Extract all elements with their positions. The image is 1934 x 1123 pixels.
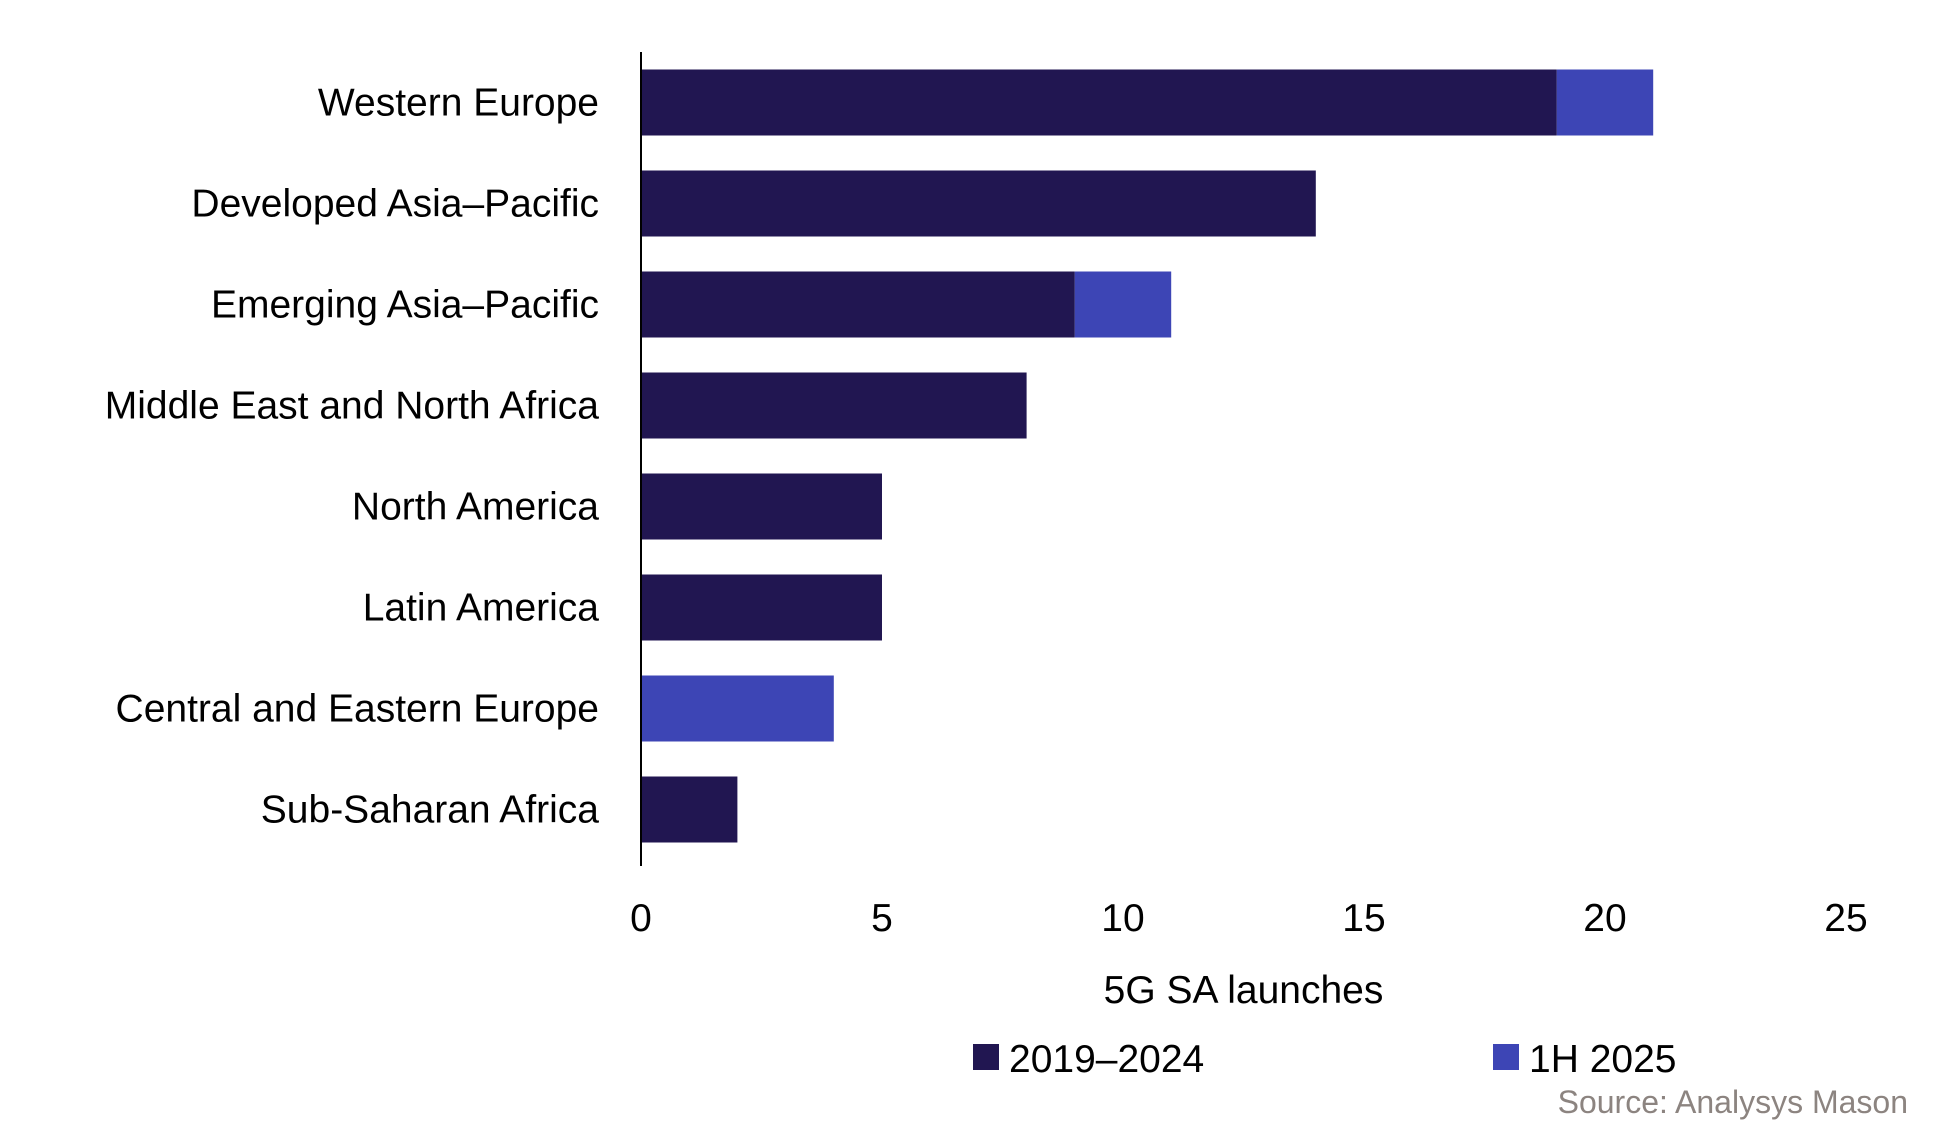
x-tick-label: 10 (1101, 897, 1144, 940)
category-label: Developed Asia–Pacific (191, 183, 599, 226)
legend-swatch (973, 1044, 999, 1070)
bar-segment-series-0 (641, 69, 1557, 136)
category-label: Central and Eastern Europe (116, 688, 599, 731)
category-label: Middle East and North Africa (105, 385, 600, 428)
bar-segment-series-1 (1556, 69, 1654, 136)
bar-segment-series-1 (641, 675, 834, 742)
x-tick-labels: 0 5 10 15 20 25 (630, 897, 1868, 940)
legend: 2019–2024 1H 2025 (973, 1038, 1676, 1081)
bar-segment-series-0 (641, 372, 1027, 439)
bar-segment-series-0 (641, 574, 882, 641)
bar-segment-series-0 (641, 271, 1075, 338)
x-tick-label: 25 (1824, 897, 1867, 940)
legend-label: 2019–2024 (1009, 1038, 1204, 1081)
bar-segment-series-0 (641, 170, 1316, 237)
x-tick-label: 0 (630, 897, 652, 940)
category-label: Western Europe (318, 82, 599, 125)
category-labels: Western Europe Developed Asia–Pacific Emer… (105, 82, 600, 832)
legend-swatch (1493, 1044, 1519, 1070)
bar-segment-series-0 (641, 776, 738, 843)
legend-label: 1H 2025 (1529, 1038, 1676, 1081)
category-label: Emerging Asia–Pacific (211, 284, 599, 327)
category-label: Sub-Saharan Africa (261, 789, 600, 832)
x-tick-label: 15 (1342, 897, 1385, 940)
category-label: Latin America (363, 587, 600, 630)
bars (641, 69, 1654, 843)
bar-segment-series-1 (1074, 271, 1172, 338)
category-label: North America (352, 486, 599, 529)
bar-segment-series-0 (641, 473, 882, 540)
x-axis-title: 5G SA launches (1104, 969, 1384, 1012)
x-tick-label: 5 (871, 897, 893, 940)
source-note: Source: Analysys Mason (1557, 1084, 1908, 1120)
x-tick-label: 20 (1583, 897, 1626, 940)
